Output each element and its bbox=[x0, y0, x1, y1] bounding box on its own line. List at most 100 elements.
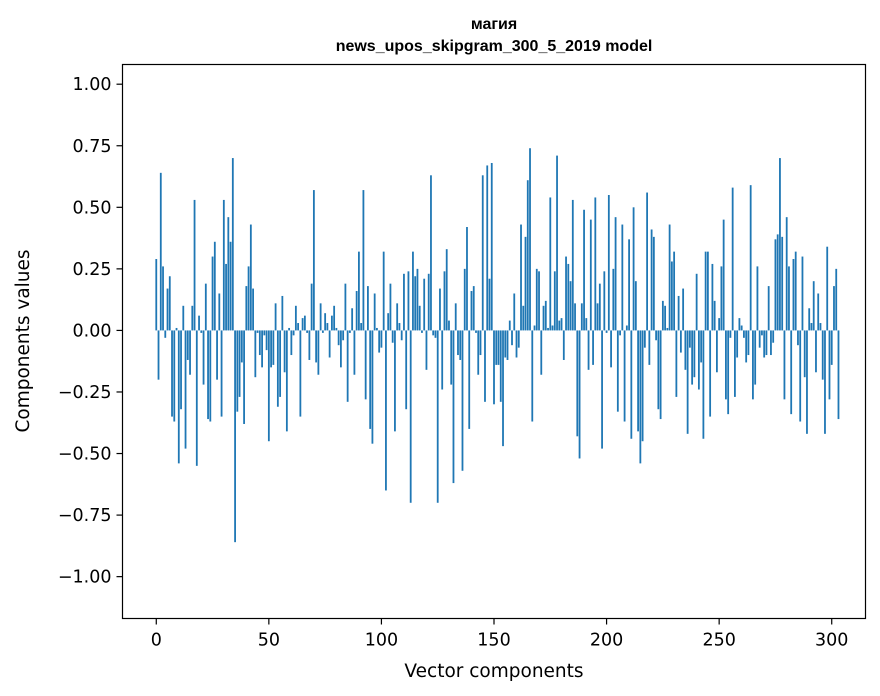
y-axis-label: Components values bbox=[13, 249, 34, 432]
bar-component-133 bbox=[454, 303, 457, 331]
bar-component-14 bbox=[186, 330, 189, 360]
bar-component-17 bbox=[193, 199, 196, 331]
bar-component-161 bbox=[517, 330, 520, 348]
bar-component-297 bbox=[824, 330, 826, 434]
bar-component-240 bbox=[695, 273, 698, 331]
bar-component-0 bbox=[155, 259, 158, 331]
bar-component-131 bbox=[450, 330, 453, 385]
bar-component-22 bbox=[204, 283, 207, 331]
bar-component-78 bbox=[330, 315, 333, 331]
bar-component-189 bbox=[580, 303, 583, 331]
bar-component-294 bbox=[817, 293, 820, 331]
bar-component-19 bbox=[198, 315, 200, 331]
bar-component-256 bbox=[731, 187, 734, 331]
y-axis-ticks: 1.00 0.75 0.50 0.25 0.00 −0.25 −0.50 −0.75 −1.00 bbox=[58, 75, 123, 588]
bar-component-173 bbox=[544, 300, 547, 331]
bar-component-150 bbox=[493, 330, 495, 405]
bar-component-224 bbox=[659, 330, 662, 420]
bar-component-266 bbox=[754, 330, 757, 385]
bar-component-162 bbox=[520, 224, 522, 331]
bar-component-199 bbox=[603, 271, 606, 331]
bar-component-288 bbox=[803, 330, 806, 378]
bar-component-6 bbox=[168, 276, 171, 331]
bar-component-31 bbox=[225, 263, 227, 331]
bar-component-3 bbox=[162, 266, 164, 331]
bar-component-171 bbox=[540, 330, 543, 375]
y-tick-label: −0.25 bbox=[58, 383, 112, 403]
y-tick-label: −0.75 bbox=[58, 506, 112, 526]
bar-component-201 bbox=[607, 195, 610, 331]
bar-component-110 bbox=[403, 273, 405, 331]
bar-component-180 bbox=[560, 318, 563, 331]
bar-component-204 bbox=[614, 217, 617, 331]
bar-component-12 bbox=[182, 305, 185, 331]
bar-component-69 bbox=[310, 283, 313, 331]
bar-component-144 bbox=[479, 330, 482, 356]
bar-component-286 bbox=[799, 330, 802, 422]
bar-component-249 bbox=[716, 330, 718, 373]
bar-component-49 bbox=[265, 330, 268, 351]
bar-component-243 bbox=[702, 330, 705, 439]
bar-component-7 bbox=[171, 330, 173, 417]
bar-component-54 bbox=[276, 330, 279, 407]
bar-component-210 bbox=[628, 239, 630, 331]
bar-component-155 bbox=[504, 330, 507, 358]
bar-component-174 bbox=[547, 327, 549, 331]
bar-component-53 bbox=[274, 303, 277, 331]
bar-component-81 bbox=[337, 330, 340, 346]
bar-component-141 bbox=[472, 286, 475, 331]
bar-component-143 bbox=[477, 330, 480, 375]
bar-component-233 bbox=[679, 330, 682, 353]
bar-component-9 bbox=[175, 327, 178, 331]
bar-component-257 bbox=[734, 330, 736, 397]
bar-component-190 bbox=[583, 209, 585, 331]
bar-component-102 bbox=[385, 330, 387, 491]
bar-component-237 bbox=[688, 330, 691, 348]
bar-component-295 bbox=[819, 323, 822, 331]
bar-component-35 bbox=[234, 330, 236, 543]
bar-component-283 bbox=[792, 259, 795, 331]
bar-component-225 bbox=[661, 300, 664, 331]
bar-component-296 bbox=[821, 330, 824, 380]
bar-component-259 bbox=[738, 318, 741, 331]
bar-component-84 bbox=[344, 283, 347, 331]
bar-component-118 bbox=[421, 330, 423, 333]
bar-component-120 bbox=[425, 330, 428, 370]
bar-component-112 bbox=[407, 271, 410, 331]
bar-component-301 bbox=[833, 286, 835, 331]
bar-component-292 bbox=[812, 281, 815, 331]
bar-component-59 bbox=[288, 327, 291, 331]
bar-component-16 bbox=[191, 305, 194, 331]
bar-component-10 bbox=[177, 330, 180, 464]
bar-component-285 bbox=[797, 330, 799, 346]
bar-component-303 bbox=[837, 330, 840, 420]
bar-component-30 bbox=[222, 199, 225, 331]
bar-component-149 bbox=[490, 162, 493, 331]
bar-component-77 bbox=[328, 330, 331, 358]
bar-component-101 bbox=[382, 251, 385, 331]
bar-component-195 bbox=[594, 197, 597, 331]
bar-component-42 bbox=[249, 224, 252, 331]
bar-component-89 bbox=[355, 291, 358, 331]
bar-component-277 bbox=[779, 158, 781, 331]
bar-component-45 bbox=[256, 330, 259, 333]
bar-component-119 bbox=[423, 278, 426, 331]
bar-component-289 bbox=[806, 330, 808, 434]
bar-component-202 bbox=[610, 330, 612, 368]
bar-component-99 bbox=[378, 330, 381, 353]
bar-component-218 bbox=[646, 192, 648, 331]
bar-component-205 bbox=[616, 330, 619, 412]
bar-component-258 bbox=[736, 330, 739, 358]
bar-component-232 bbox=[677, 295, 680, 331]
bar-component-254 bbox=[727, 330, 730, 415]
bar-component-222 bbox=[655, 330, 658, 341]
bar-component-170 bbox=[538, 271, 540, 331]
chart-title: магия bbox=[471, 16, 517, 33]
bar-component-113 bbox=[409, 330, 412, 503]
bar-component-215 bbox=[639, 330, 642, 464]
bar-component-94 bbox=[367, 286, 369, 331]
bar-component-279 bbox=[783, 330, 786, 400]
bar-component-212 bbox=[632, 207, 635, 331]
bar-component-231 bbox=[675, 330, 678, 397]
